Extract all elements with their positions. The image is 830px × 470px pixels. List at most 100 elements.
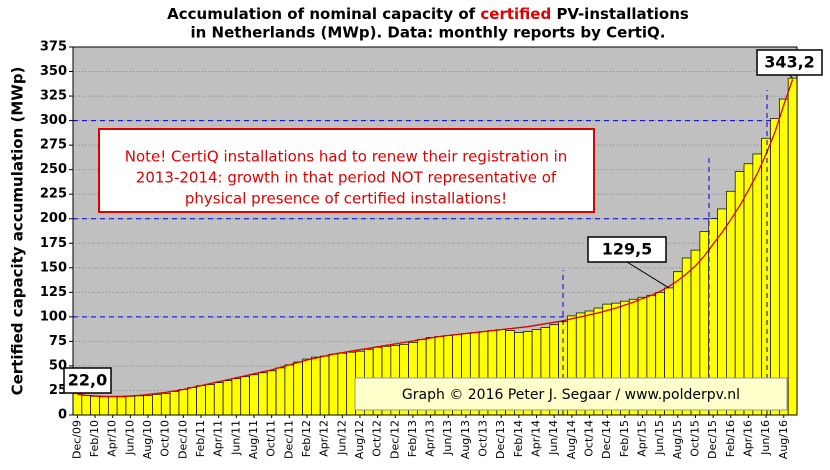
bar — [99, 396, 109, 416]
bar — [787, 77, 798, 416]
x-tick-label: Apr/10 — [106, 420, 119, 457]
bar — [134, 395, 144, 416]
y-tick-label: 225 — [40, 187, 67, 202]
x-tick-label: Jun/16 — [759, 420, 772, 456]
bar — [187, 387, 197, 416]
bar — [284, 364, 295, 416]
bar — [258, 372, 268, 416]
x-tick-label: Dec/13 — [494, 420, 507, 459]
x-tick-label: Feb/11 — [194, 420, 207, 457]
bar — [205, 384, 215, 416]
bar — [770, 118, 780, 416]
y-tick-label: 325 — [40, 89, 67, 104]
bar — [90, 396, 100, 416]
bar — [72, 393, 83, 416]
x-tick-label: Feb/15 — [618, 420, 631, 457]
x-tick-label: Oct/10 — [159, 420, 172, 457]
x-tick-label: Aug/14 — [565, 420, 578, 459]
x-tick-label: Apr/11 — [212, 420, 225, 457]
x-tick-label: Aug/11 — [247, 420, 260, 459]
bar — [152, 394, 162, 416]
bar — [319, 355, 330, 416]
x-tick-label: Jun/13 — [441, 420, 454, 456]
chart-title: in Netherlands (MWp). Data: monthly repo… — [191, 24, 666, 42]
label-box — [756, 49, 823, 76]
x-tick-label: Feb/13 — [406, 420, 419, 457]
x-tick-label: Apr/14 — [530, 420, 543, 457]
y-tick-label: 350 — [40, 64, 67, 79]
bar — [125, 396, 136, 416]
bar — [249, 374, 259, 416]
x-tick-label: Oct/12 — [371, 420, 384, 457]
y-axis-label: Certified capacity accumulation (MWp) — [9, 67, 27, 396]
label-box — [63, 367, 112, 394]
y-tick-label: 375 — [40, 40, 67, 55]
x-tick-label: Apr/12 — [318, 420, 331, 457]
y-tick-label: 175 — [40, 236, 67, 251]
y-tick-label: 0 — [58, 408, 67, 423]
bar — [143, 395, 153, 416]
label-leader — [626, 261, 670, 289]
bar — [778, 98, 789, 416]
note-box — [98, 128, 595, 213]
bar — [240, 376, 250, 416]
bar — [337, 352, 348, 416]
title-highlight: certified — [480, 5, 551, 23]
x-tick-label: Oct/11 — [265, 420, 278, 457]
note-text: Note! CertiQ installations had to renew … — [125, 148, 568, 166]
x-tick-label: Jun/14 — [547, 420, 560, 456]
y-tick-label: 200 — [40, 211, 67, 226]
bar — [761, 137, 771, 416]
note-text: physical presence of certified installat… — [185, 190, 507, 208]
bar — [302, 358, 312, 416]
x-tick-label: Feb/10 — [88, 420, 101, 457]
data-label: 129,5 — [602, 240, 653, 259]
bar — [266, 370, 277, 416]
bar — [328, 353, 339, 416]
x-tick-label: Dec/12 — [388, 420, 401, 459]
x-tick-label: Jun/15 — [653, 420, 666, 456]
x-tick-label: Dec/15 — [706, 420, 719, 459]
chart-title: Accumulation of nominal capacity of cert… — [167, 5, 689, 23]
x-tick-label: Dec/14 — [600, 420, 613, 459]
bar — [178, 389, 189, 416]
bar — [275, 367, 286, 416]
label-box — [587, 236, 667, 263]
bar — [222, 380, 233, 416]
x-tick-label: Jun/11 — [229, 420, 242, 456]
y-tick-label: 50 — [49, 358, 67, 373]
y-tick-label: 275 — [40, 138, 67, 153]
x-tick-label: Jun/10 — [123, 420, 136, 456]
x-tick-label: Apr/15 — [635, 420, 648, 457]
credit-box — [354, 377, 788, 411]
bar — [231, 378, 242, 416]
bar — [752, 153, 763, 416]
x-tick-label: Oct/15 — [688, 420, 701, 457]
credit-text: Graph © 2016 Peter J. Segaar / www.polde… — [402, 387, 740, 403]
y-tick-label: 100 — [40, 309, 67, 324]
bar — [169, 391, 180, 416]
bar — [743, 163, 754, 416]
y-tick-label: 250 — [40, 162, 67, 177]
title-part: Accumulation of nominal capacity of — [167, 5, 480, 23]
x-tick-label: Oct/14 — [583, 420, 596, 457]
x-tick-label: Dec/09 — [70, 420, 83, 459]
bar — [107, 396, 118, 416]
x-tick-label: Aug/13 — [459, 420, 472, 459]
bar — [346, 351, 356, 416]
bar — [116, 396, 127, 416]
bar — [311, 356, 321, 416]
y-tick-label: 300 — [40, 113, 67, 128]
x-tick-label: Aug/10 — [141, 420, 154, 459]
y-tick-label: 125 — [40, 285, 67, 300]
x-tick-label: Oct/13 — [477, 420, 490, 457]
x-tick-label: Feb/14 — [512, 420, 525, 457]
x-tick-label: Aug/15 — [671, 420, 684, 459]
note-text: 2013-2014: growth in that period NOT rep… — [136, 169, 557, 187]
data-label: 22,0 — [68, 371, 107, 390]
x-tick-label: Feb/12 — [300, 420, 313, 457]
bar — [293, 361, 303, 416]
bar — [160, 393, 171, 416]
x-tick-label: Jun/12 — [335, 420, 348, 456]
